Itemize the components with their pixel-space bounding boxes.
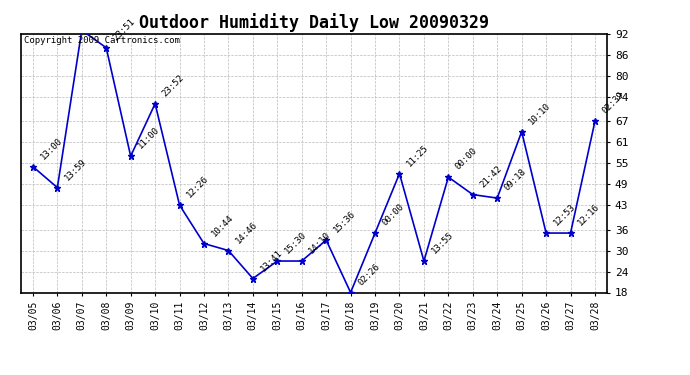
Text: 13:59: 13:59: [63, 157, 88, 182]
Text: Copyright 2009 Cartronics.com: Copyright 2009 Cartronics.com: [23, 36, 179, 45]
Text: 00:00: 00:00: [0, 374, 1, 375]
Text: 13:41: 13:41: [259, 248, 284, 273]
Text: 15:36: 15:36: [332, 209, 357, 234]
Text: 02:39: 02:39: [600, 90, 626, 116]
Text: 12:16: 12:16: [576, 202, 602, 228]
Text: 12:26: 12:26: [185, 174, 210, 200]
Text: 15:30: 15:30: [283, 230, 308, 255]
Text: 14:46: 14:46: [234, 220, 259, 245]
Text: 09:18: 09:18: [503, 167, 528, 192]
Text: 10:10: 10:10: [527, 101, 553, 126]
Text: 13:00: 13:00: [39, 136, 64, 161]
Text: 12:53: 12:53: [552, 202, 577, 228]
Text: 21:42: 21:42: [478, 164, 504, 189]
Text: 13:55: 13:55: [429, 230, 455, 255]
Text: 02:26: 02:26: [356, 262, 382, 287]
Text: 14:10: 14:10: [307, 230, 333, 255]
Text: 10:44: 10:44: [210, 213, 235, 238]
Text: 23:51: 23:51: [112, 17, 137, 42]
Text: 11:25: 11:25: [405, 143, 431, 168]
Title: Outdoor Humidity Daily Low 20090329: Outdoor Humidity Daily Low 20090329: [139, 13, 489, 32]
Text: 00:00: 00:00: [454, 146, 480, 171]
Text: 11:00: 11:00: [136, 125, 161, 151]
Text: 00:00: 00:00: [381, 202, 406, 228]
Text: 23:52: 23:52: [161, 73, 186, 98]
